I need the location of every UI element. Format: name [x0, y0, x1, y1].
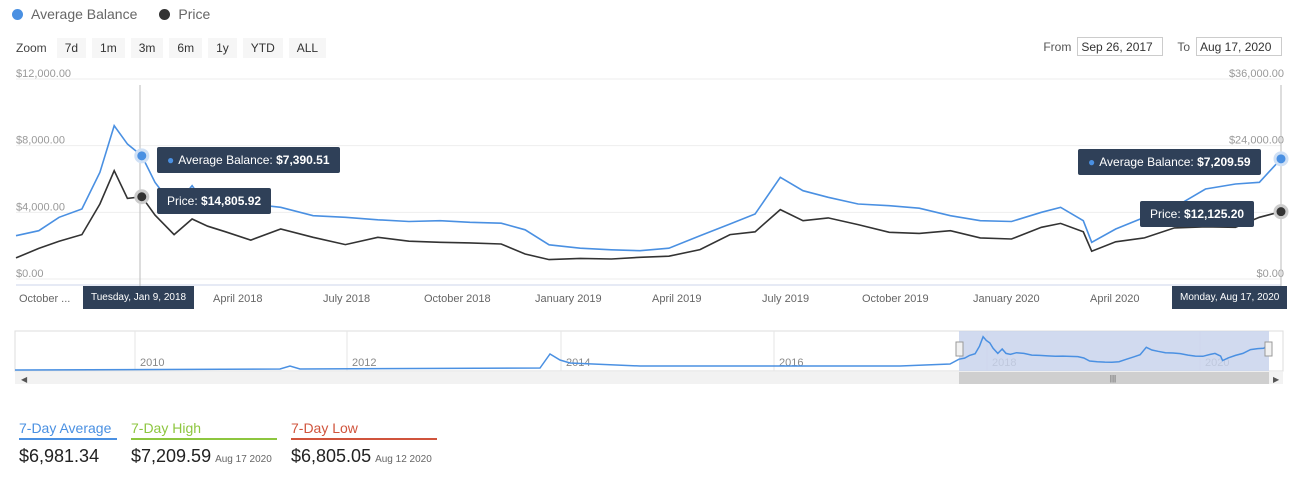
- stat-value: $6,805.05 Aug 12 2020: [291, 446, 437, 467]
- x-axis-labels: October ... April 2018 July 2018 October 20…: [16, 284, 1281, 305]
- tooltip-label: Price:: [167, 194, 198, 208]
- right-axis-labels: $0.00 $24,000.00 $36,000.00: [1229, 68, 1284, 280]
- right-axis-tick: $24,000.00: [1229, 135, 1284, 147]
- x-axis-tick: October ...: [19, 293, 70, 305]
- tooltip-value: $7,390.51: [276, 153, 330, 167]
- legend-label: Price: [178, 6, 211, 22]
- right-axis-tick: $36,000.00: [1229, 68, 1284, 80]
- x-axis-tick: October 2019: [862, 293, 929, 305]
- to-date-input[interactable]: [1196, 37, 1282, 56]
- to-label: To: [1177, 39, 1190, 54]
- zoom-label: Zoom: [16, 41, 47, 55]
- left-axis-tick: $0.00: [16, 268, 44, 280]
- balance-hover-marker: [1273, 151, 1289, 167]
- tooltip-left-price: Price: $14,805.92: [157, 188, 272, 214]
- chart-legend: Average Balance Price: [12, 6, 210, 22]
- x-axis-tick: January 2019: [535, 293, 602, 305]
- navigator-x-tick: 2016: [779, 357, 803, 369]
- navigator-left-handle[interactable]: [955, 341, 964, 357]
- x-axis-tick: January 2020: [973, 293, 1040, 305]
- legend-dot-icon: [12, 8, 23, 20]
- stat-label: 7-Day Average: [19, 420, 117, 440]
- zoom-ytd-button[interactable]: YTD: [242, 38, 283, 58]
- navigator-scrollbar-thumb[interactable]: [959, 372, 1269, 384]
- zoom-7d-button[interactable]: 7d: [56, 38, 87, 58]
- x-axis-tick: April 2018: [213, 293, 263, 305]
- stat-value: $6,981.34: [19, 446, 117, 467]
- price-hover-marker: [1273, 204, 1289, 220]
- zoom-bar: Zoom 7d 1m 3m 6m 1y YTD ALL: [16, 38, 327, 58]
- zoom-1m-button[interactable]: 1m: [92, 38, 125, 58]
- navigator-right-handle[interactable]: [1264, 341, 1273, 357]
- balance-price-chart: $0.00$4,000.00$8,000.00$12,000.00 $0.00$…: [14, 68, 1289, 384]
- tooltip-right-price: Price: $12,125.20: [1140, 201, 1255, 227]
- balance-hover-marker: [134, 148, 150, 164]
- tooltip-right-date: Monday, Aug 17, 2020: [1172, 286, 1288, 309]
- navigator-x-tick: 2012: [352, 357, 376, 369]
- tooltip-value: $7,209.59: [1197, 155, 1251, 169]
- zoom-3m-button[interactable]: 3m: [130, 38, 164, 58]
- left-axis-tick: $4,000.00: [16, 201, 65, 213]
- legend-label: Average Balance: [31, 6, 138, 22]
- navigator-x-tick: 2010: [140, 357, 164, 369]
- stat-label: 7-Day High: [131, 420, 277, 440]
- stat-value: $7,209.59 Aug 17 2020: [131, 446, 277, 467]
- legend-dot-icon: [159, 8, 171, 20]
- date-range: From To: [1043, 37, 1282, 56]
- x-axis-tick: April 2019: [652, 293, 702, 305]
- stat-date: Aug 17 2020: [215, 454, 272, 465]
- stat-value-text: $6,805.05: [291, 446, 372, 466]
- tooltip-label: Average Balance:: [1099, 155, 1194, 169]
- left-axis-tick: $8,000.00: [16, 135, 65, 147]
- navigator-selection[interactable]: [959, 331, 1269, 371]
- left-axis-labels: $0.00 $4,000.00 $8,000.00 $12,000.00: [16, 68, 71, 280]
- scrollbar-grip-icon: |||: [1110, 374, 1116, 383]
- hover-markers: [134, 148, 1289, 220]
- right-axis-tick: $0.00: [1256, 268, 1284, 280]
- x-axis-tick: April 2020: [1090, 293, 1140, 305]
- tooltip-value: $12,125.20: [1184, 207, 1245, 221]
- legend-item-price[interactable]: Price: [159, 6, 210, 22]
- x-axis-tick: July 2018: [323, 293, 370, 305]
- tooltip-label: Price:: [1150, 207, 1181, 221]
- tooltip-left-balance: ● Average Balance: $7,390.51: [157, 147, 340, 173]
- seven-day-stats: 7-Day Average $6,981.34 7-Day High $7,20…: [19, 420, 437, 467]
- scroll-left-arrow-icon[interactable]: ◀: [21, 375, 28, 384]
- tooltip-label: Average Balance:: [178, 153, 273, 167]
- zoom-6m-button[interactable]: 6m: [169, 38, 203, 58]
- legend-item-average-balance[interactable]: Average Balance: [12, 6, 137, 22]
- navigator-series-line: [14, 335, 1270, 371]
- scroll-right-arrow-icon[interactable]: ▶: [1273, 375, 1280, 384]
- bullet-icon: ●: [1088, 155, 1096, 169]
- stat-7day-high: 7-Day High $7,209.59 Aug 17 2020: [131, 420, 277, 467]
- zoom-all-button[interactable]: ALL: [288, 38, 327, 58]
- price-series-line: [15, 168, 1282, 261]
- stat-value-text: $7,209.59: [131, 446, 212, 466]
- stat-value-text: $6,981.34: [19, 446, 100, 466]
- x-axis-tick: October 2018: [424, 293, 491, 305]
- stat-7day-average: 7-Day Average $6,981.34: [19, 420, 117, 467]
- x-axis-tick: July 2019: [762, 293, 809, 305]
- from-date-input[interactable]: [1077, 37, 1164, 56]
- navigator: 201020122014201620182020 ||| ◀ ▶: [14, 330, 1284, 384]
- zoom-1y-button[interactable]: 1y: [208, 38, 237, 58]
- tooltip-left-date: Tuesday, Jan 9, 2018: [83, 286, 195, 309]
- price-hover-marker: [134, 189, 150, 205]
- left-axis-tick: $12,000.00: [16, 68, 71, 80]
- stat-label: 7-Day Low: [291, 420, 437, 440]
- stat-7day-low: 7-Day Low $6,805.05 Aug 12 2020: [291, 420, 437, 467]
- tooltip-right-balance: ● Average Balance: $7,209.59: [1078, 149, 1261, 175]
- stat-date: Aug 12 2020: [375, 454, 432, 465]
- from-label: From: [1043, 39, 1072, 54]
- bullet-icon: ●: [167, 153, 175, 167]
- tooltip-value: $14,805.92: [201, 194, 262, 208]
